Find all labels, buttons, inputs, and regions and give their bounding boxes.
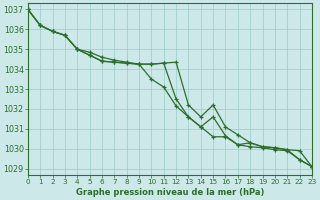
X-axis label: Graphe pression niveau de la mer (hPa): Graphe pression niveau de la mer (hPa)	[76, 188, 264, 197]
